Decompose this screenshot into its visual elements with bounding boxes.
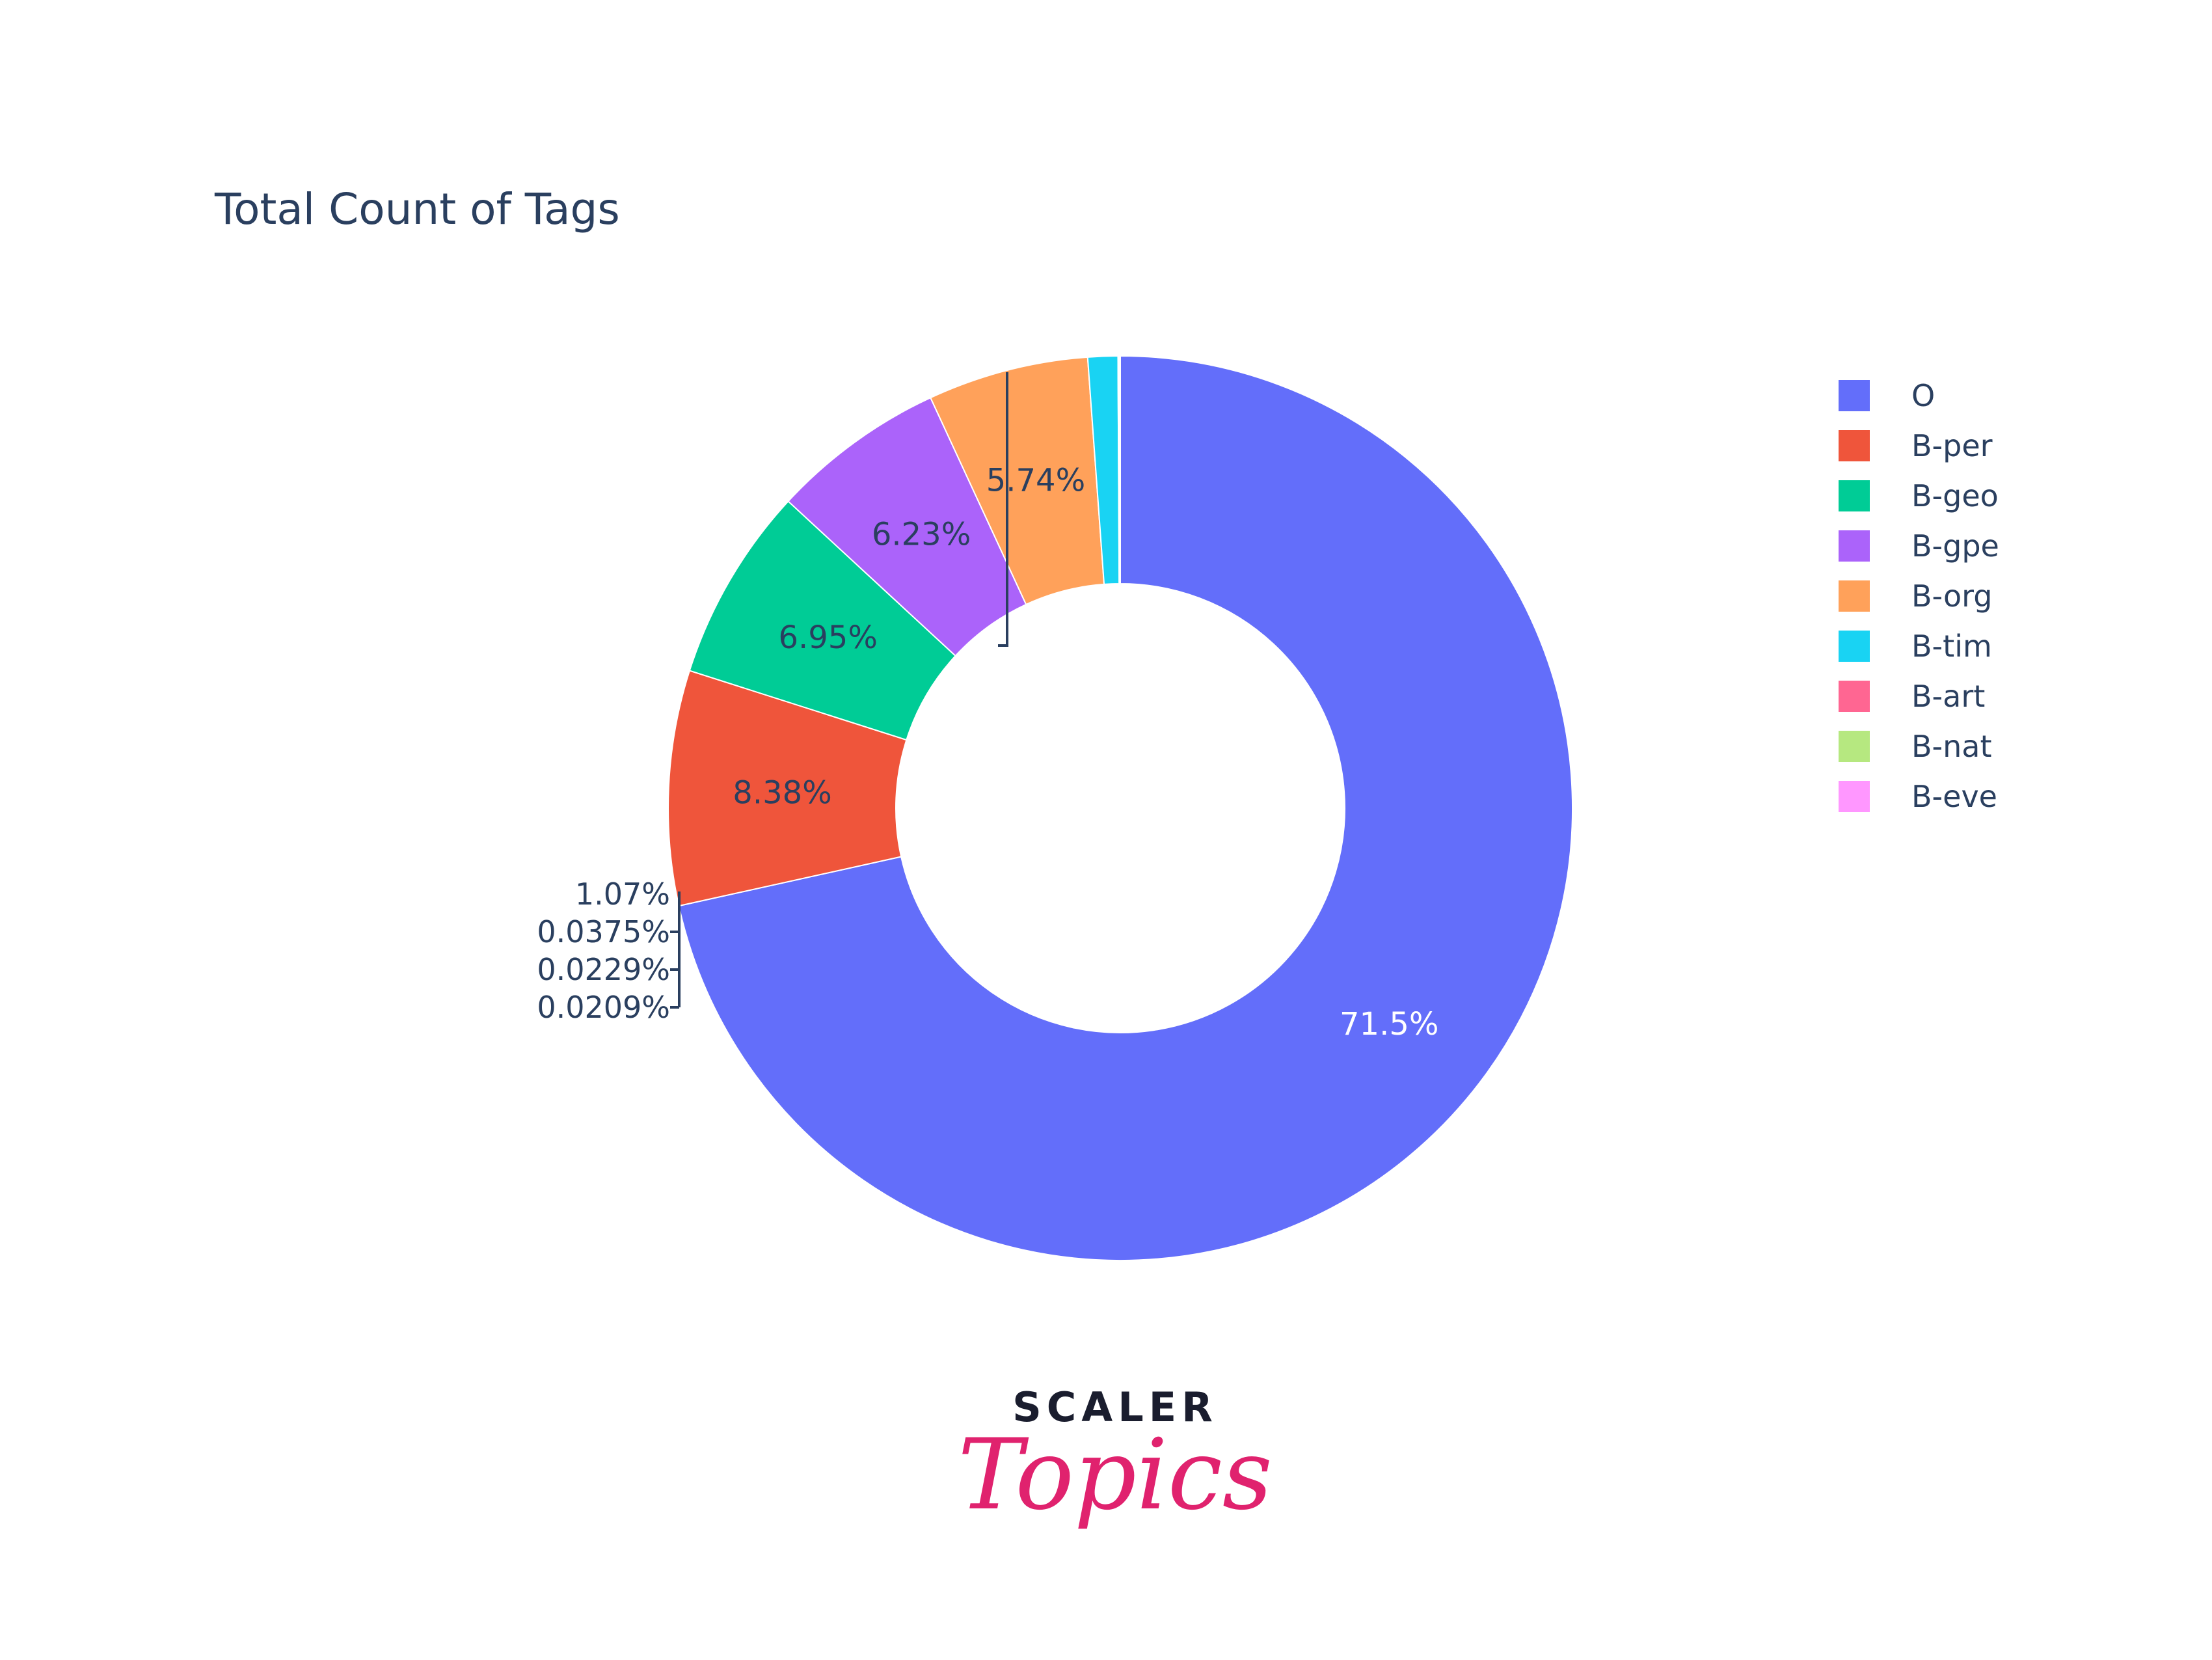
legend-swatch-b-org [1839,580,1870,612]
slice-o[interactable] [678,355,1574,1261]
legend-item-b-org[interactable]: B-org [1839,578,1992,614]
slice-label-b-gpe: 6.23% [872,517,971,553]
legend-item-b-tim[interactable]: B-tim [1839,629,1992,664]
legend: O B-per B-geo B-gpe B-org B-tim B-art B-nat B-ev… [1839,378,1999,814]
legend-swatch-b-nat [1839,731,1870,762]
donut-slices [668,355,1574,1261]
slice-labels: 71.5%8.38%6.95%6.23%5.74%1.07%0.0375%0.0… [537,372,1439,1042]
legend-swatch-b-gpe [1839,530,1870,562]
slice-label-b-tim: 1.07% [575,877,670,912]
legend-label-b-nat: B-nat [1911,729,1992,764]
legend-label-b-per: B-per [1911,428,1993,463]
legend-label-b-tim: B-tim [1911,629,1992,664]
legend-item-b-per[interactable]: B-per [1839,428,1993,463]
legend-label-b-eve: B-eve [1911,779,1997,814]
legend-item-b-art[interactable]: B-art [1839,679,1985,714]
slice-label-b-geo: 6.95% [778,619,877,656]
legend-item-b-geo[interactable]: B-geo [1839,478,1999,513]
legend-item-o[interactable]: O [1839,378,1935,413]
scaler-topics-logo: SCALER Topics [958,1383,1273,1532]
slice-label-b-nat: 0.0229% [537,952,670,987]
slice-b-per[interactable] [668,670,908,907]
legend-label-b-org: B-org [1911,578,1992,614]
slice-label-o: 71.5% [1340,1006,1438,1042]
logo-scaler-text: SCALER [1012,1383,1218,1431]
legend-label-b-geo: B-geo [1911,478,1999,513]
legend-item-b-eve[interactable]: B-eve [1839,779,1997,814]
legend-item-b-gpe[interactable]: B-gpe [1839,528,1999,564]
legend-swatch-o [1839,380,1870,411]
slice-label-b-per: 8.38% [733,774,831,811]
legend-swatch-b-art [1839,681,1870,712]
chart-title: Total Count of Tags [214,184,620,234]
slice-label-b-org: 5.74% [986,463,1085,499]
legend-label-b-gpe: B-gpe [1911,528,1999,564]
legend-label-b-art: B-art [1911,679,1985,714]
legend-label-o: O [1911,378,1935,413]
logo-topics-text: Topics [958,1419,1273,1532]
legend-item-b-nat[interactable]: B-nat [1839,729,1992,764]
legend-swatch-b-geo [1839,480,1870,511]
slice-label-b-eve: 0.0209% [537,990,670,1025]
legend-swatch-b-eve [1839,781,1870,812]
leader-line-b-per [998,372,1008,647]
legend-swatch-b-per [1839,430,1870,461]
legend-swatch-b-tim [1839,631,1870,662]
slice-label-b-art: 0.0375% [537,914,670,949]
